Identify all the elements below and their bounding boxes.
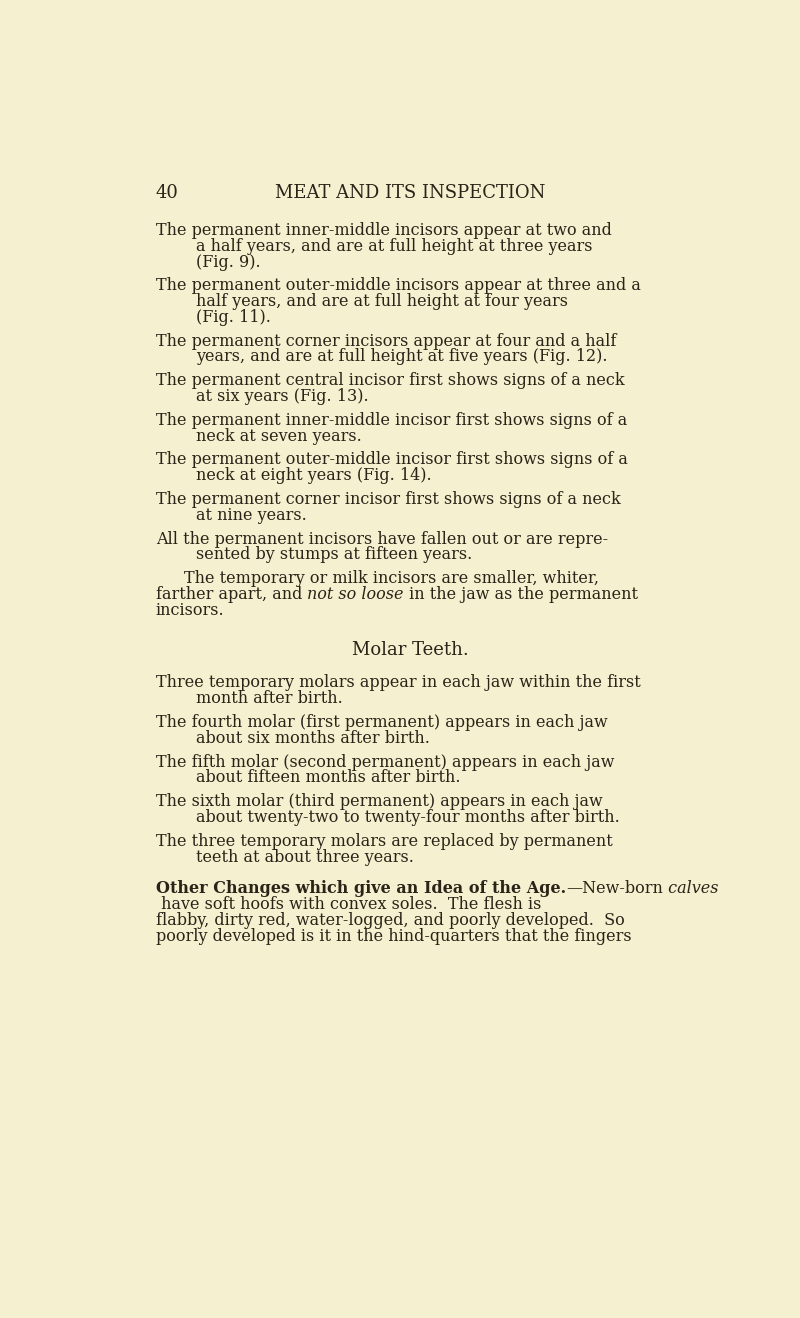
Text: about fifteen months after birth.: about fifteen months after birth. xyxy=(196,770,461,787)
Text: a half years, and are at full height at three years: a half years, and are at full height at … xyxy=(196,237,593,254)
Text: The fourth molar (first permanent) appears in each jaw: The fourth molar (first permanent) appea… xyxy=(156,714,607,731)
Text: MEAT AND ITS INSPECTION: MEAT AND ITS INSPECTION xyxy=(275,183,545,202)
Text: calves: calves xyxy=(662,880,718,898)
Text: The sixth molar (third permanent) appears in each jaw: The sixth molar (third permanent) appear… xyxy=(156,793,602,811)
Text: poorly developed is it in the hind-quarters that the fingers: poorly developed is it in the hind-quart… xyxy=(156,928,631,945)
Text: half years, and are at full height at four years: half years, and are at full height at fo… xyxy=(196,293,568,310)
Text: about six months after birth.: about six months after birth. xyxy=(196,730,430,747)
Text: The three temporary molars are replaced by permanent: The three temporary molars are replaced … xyxy=(156,833,613,850)
Text: The permanent outer-middle incisors appear at three and a: The permanent outer-middle incisors appe… xyxy=(156,277,641,294)
Text: (Fig. 9).: (Fig. 9). xyxy=(196,253,261,270)
Text: Three temporary molars appear in each jaw within the first: Three temporary molars appear in each ja… xyxy=(156,675,641,692)
Text: The permanent corner incisor first shows signs of a neck: The permanent corner incisor first shows… xyxy=(156,492,621,507)
Text: The fifth molar (second permanent) appears in each jaw: The fifth molar (second permanent) appea… xyxy=(156,754,614,771)
Text: The permanent inner-middle incisors appear at two and: The permanent inner-middle incisors appe… xyxy=(156,223,612,239)
Text: farther apart, and: farther apart, and xyxy=(156,587,307,602)
Text: (Fig. 11).: (Fig. 11). xyxy=(196,308,271,326)
Text: have soft hoofs with convex soles.  The flesh is: have soft hoofs with convex soles. The f… xyxy=(156,896,541,913)
Text: The permanent outer-middle incisor first shows signs of a: The permanent outer-middle incisor first… xyxy=(156,452,628,468)
Text: The permanent central incisor first shows signs of a neck: The permanent central incisor first show… xyxy=(156,372,625,389)
Text: 40: 40 xyxy=(156,183,178,202)
Text: teeth at about three years.: teeth at about three years. xyxy=(196,849,414,866)
Text: neck at seven years.: neck at seven years. xyxy=(196,427,362,444)
Text: Other Changes which give an Idea of the Age.: Other Changes which give an Idea of the … xyxy=(156,880,566,898)
Text: The permanent corner incisors appear at four and a half: The permanent corner incisors appear at … xyxy=(156,332,616,349)
Text: incisors.: incisors. xyxy=(156,601,225,618)
Text: not so loose: not so loose xyxy=(307,587,404,602)
Text: years, and are at full height at five years (Fig. 12).: years, and are at full height at five ye… xyxy=(196,348,608,365)
Text: The temporary or milk incisors are smaller, whiter,: The temporary or milk incisors are small… xyxy=(184,571,598,588)
Text: —New-born: —New-born xyxy=(566,880,662,898)
Text: flabby, dirty red, water-logged, and poorly developed.  So: flabby, dirty red, water-logged, and poo… xyxy=(156,912,625,929)
Text: at nine years.: at nine years. xyxy=(196,506,307,523)
Text: neck at eight years (Fig. 14).: neck at eight years (Fig. 14). xyxy=(196,467,432,484)
Text: month after birth.: month after birth. xyxy=(196,691,343,708)
Text: All the permanent incisors have fallen out or are repre-: All the permanent incisors have fallen o… xyxy=(156,531,608,547)
Text: The permanent inner-middle incisor first shows signs of a: The permanent inner-middle incisor first… xyxy=(156,411,627,428)
Text: about twenty-two to twenty-four months after birth.: about twenty-two to twenty-four months a… xyxy=(196,809,620,826)
Text: at six years (Fig. 13).: at six years (Fig. 13). xyxy=(196,387,369,405)
Text: in the jaw as the permanent: in the jaw as the permanent xyxy=(404,587,638,602)
Text: Molar Teeth.: Molar Teeth. xyxy=(352,641,468,659)
Text: sented by stumps at fifteen years.: sented by stumps at fifteen years. xyxy=(196,547,472,563)
